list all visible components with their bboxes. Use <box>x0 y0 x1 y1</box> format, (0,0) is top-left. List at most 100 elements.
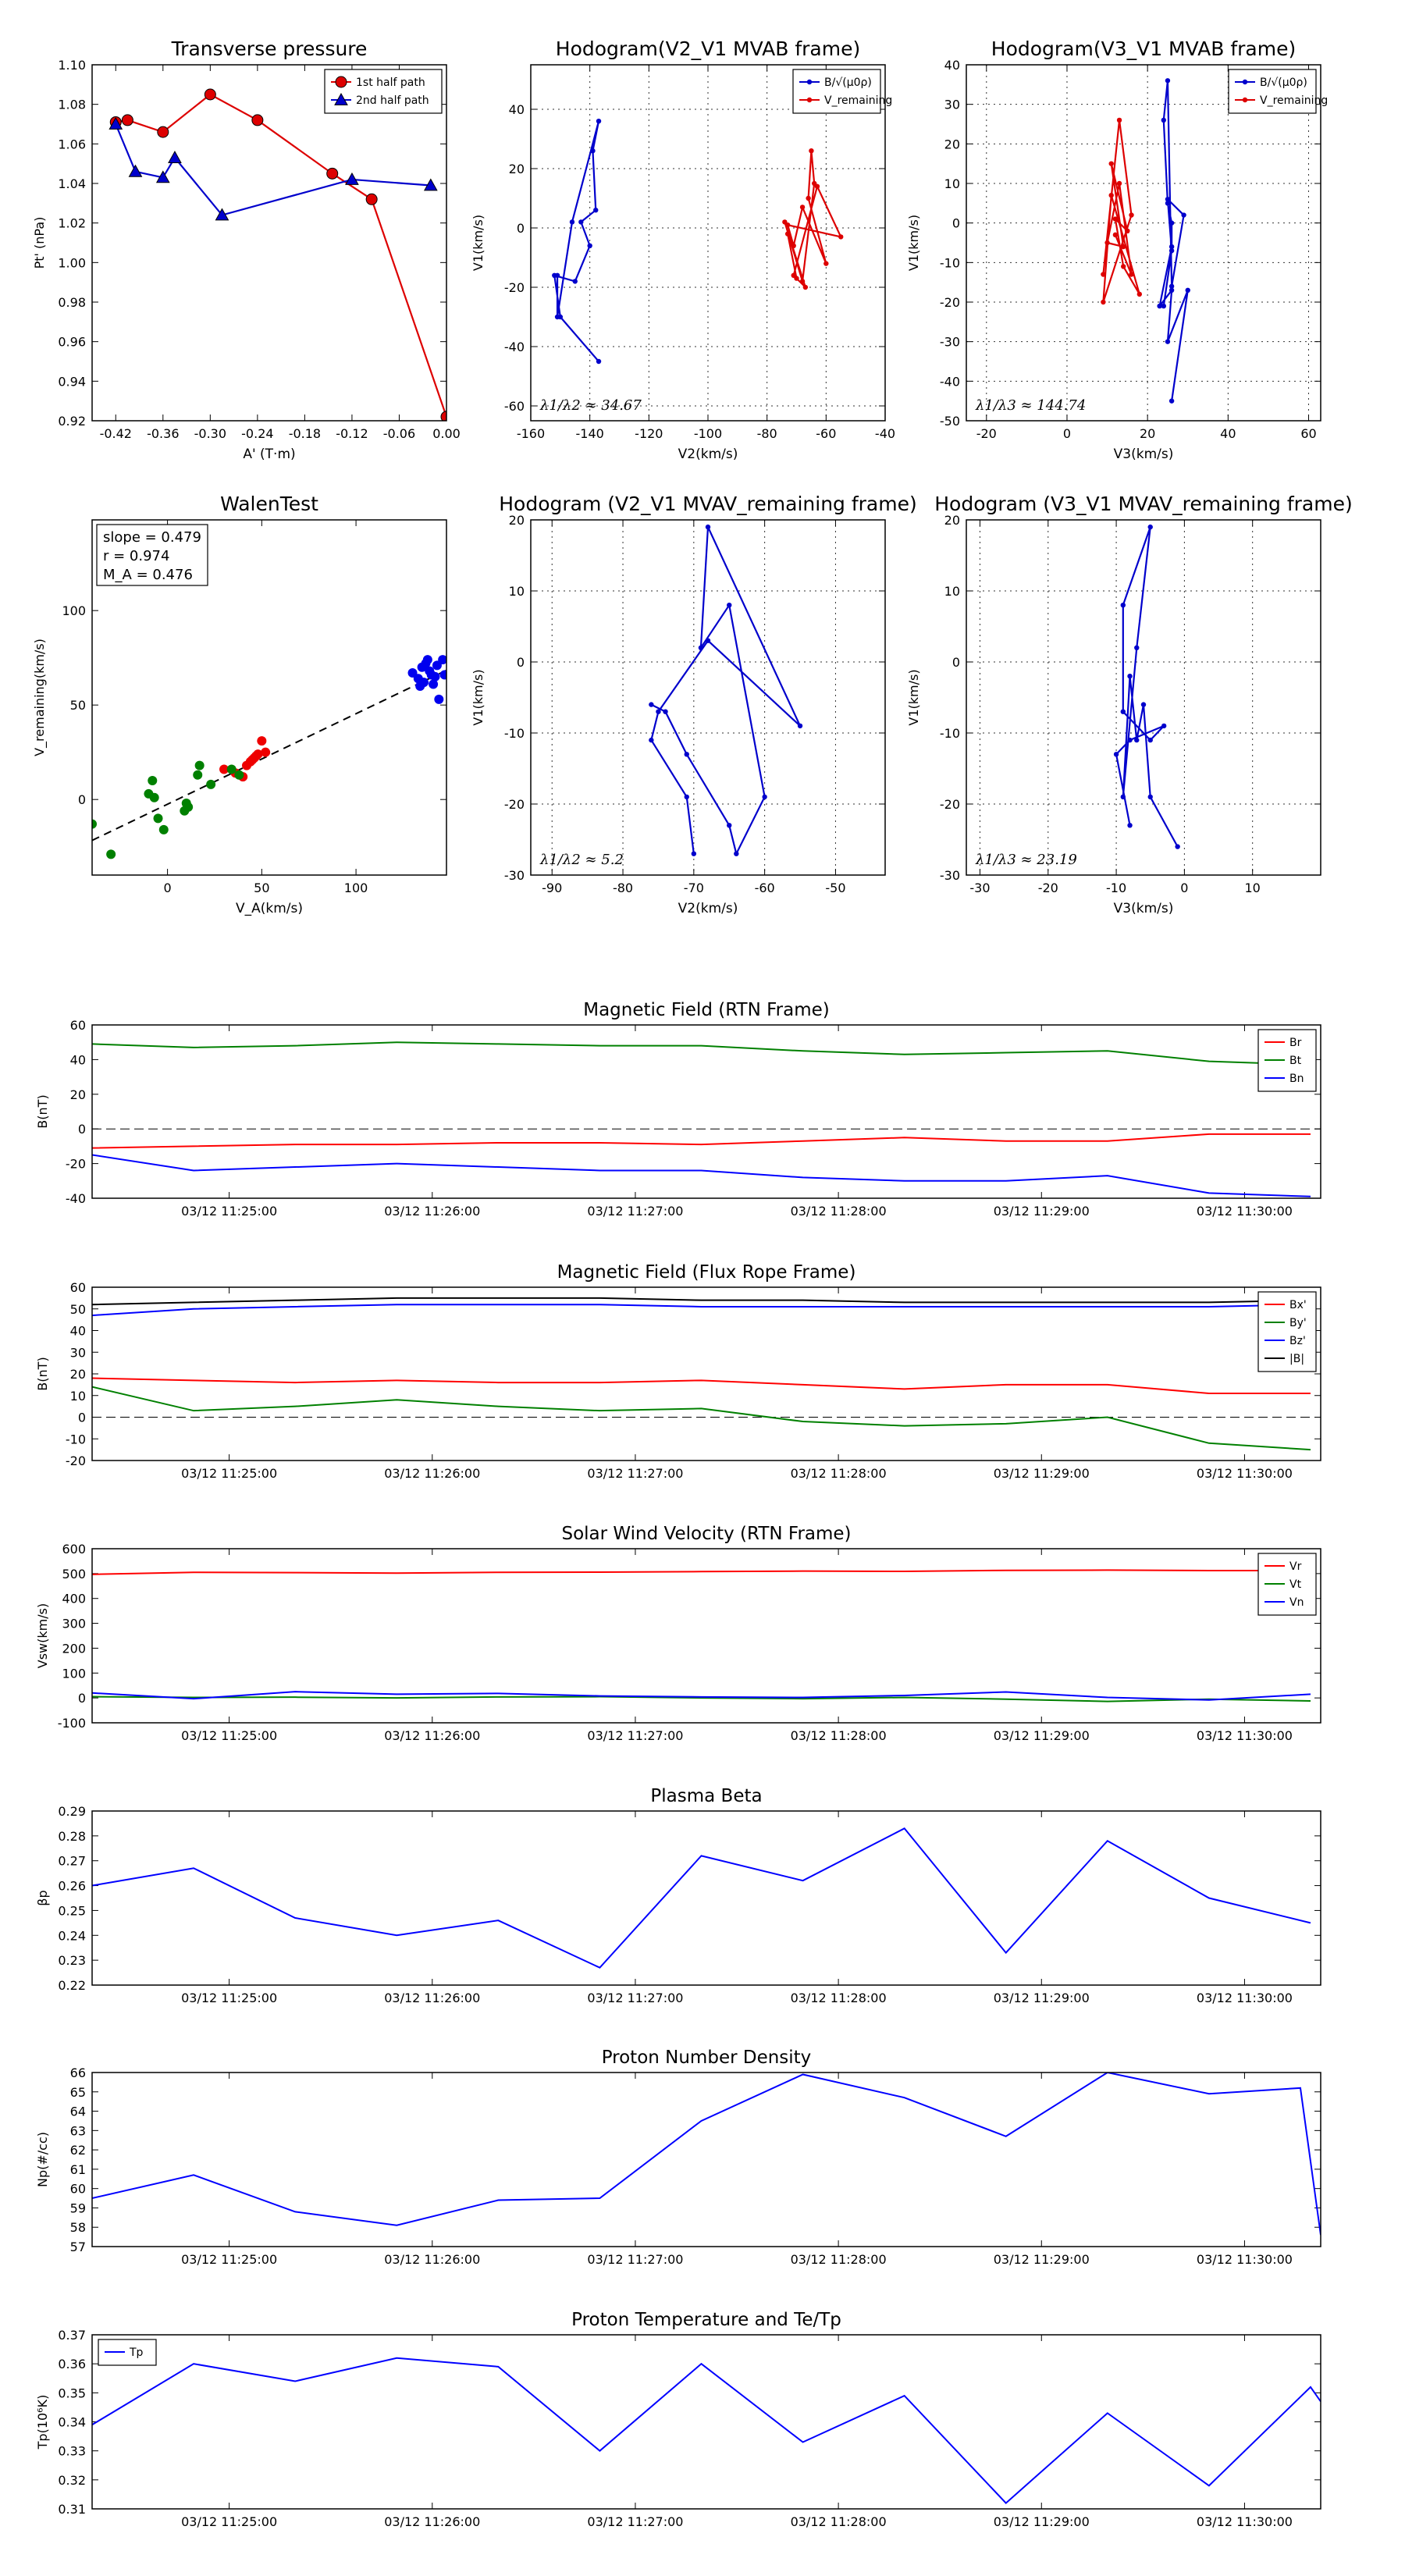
chart-title: Hodogram (V3_V1 MVAV_remaining frame) <box>934 493 1353 515</box>
y-tick-label: 50 <box>70 698 86 713</box>
y-tick-label: -10 <box>940 726 960 741</box>
y-tick-label: 1.10 <box>58 58 86 73</box>
y-tick-label: -20 <box>504 797 525 812</box>
x-tick-label: -20 <box>976 426 997 441</box>
scatter-point-green <box>106 849 116 859</box>
data-point-series <box>762 794 767 800</box>
data-point-series <box>663 709 668 714</box>
data-point-1st-half-path <box>251 114 264 126</box>
data-point-v-remaining <box>1112 216 1119 222</box>
x-tick-label: 20 <box>1140 426 1155 441</box>
data-point-series <box>1120 603 1126 608</box>
x-tick-label: -80 <box>613 881 633 895</box>
data-point-series <box>1175 844 1180 849</box>
x-tick-label: 50 <box>254 881 269 895</box>
y-tick-label: -10 <box>940 255 960 270</box>
x-axis-label: V3(km/s) <box>1114 901 1174 916</box>
series-line-bt <box>92 1041 1311 1066</box>
x-tick-label: 03/12 11:25:00 <box>181 2514 277 2529</box>
y-tick-label: 40 <box>509 102 525 117</box>
series-line-series <box>1115 526 1179 848</box>
x-tick-label: 03/12 11:29:00 <box>994 2252 1090 2267</box>
plot-frame <box>91 1024 1321 1199</box>
proton-temperature-chart: Proton Temperature and Te/Tp 03/12 11:25:… <box>35 2310 1321 2529</box>
x-tick-label: 03/12 11:30:00 <box>1197 2514 1293 2529</box>
data-point-b-0- <box>1168 247 1175 254</box>
legend-label: B/√(μ0ρ) <box>824 76 872 89</box>
data-point-series <box>1127 823 1133 828</box>
plot-frame <box>530 519 886 876</box>
y-tick-label: 20 <box>944 513 960 528</box>
y-tick-label: 30 <box>70 1345 86 1360</box>
y-tick-label: -20 <box>66 1453 86 1468</box>
data-point-series <box>649 737 654 743</box>
data-point-series <box>727 603 732 608</box>
legend-label: Bz' <box>1289 1335 1306 1347</box>
plot-frame <box>966 64 1321 422</box>
chart-title: Hodogram(V3_V1 MVAB frame) <box>991 37 1296 60</box>
legend: 1st half path 2nd half path <box>324 69 443 114</box>
scatter-point-blue <box>415 681 425 691</box>
data-point-v-remaining <box>799 205 806 210</box>
data-point-b-0- <box>1185 287 1190 293</box>
data-point-v-remaining <box>806 195 811 201</box>
x-tick-label: 40 <box>1220 426 1236 441</box>
data-point-v-remaining <box>1125 228 1130 233</box>
y-tick-label: 60 <box>70 1280 86 1295</box>
y-tick-label: 57 <box>70 2240 86 2254</box>
data-point-series <box>1147 737 1153 743</box>
y-tick-label: 0.31 <box>58 2502 86 2517</box>
y-tick-label: 0 <box>517 221 525 236</box>
series-line--b- <box>92 1297 1311 1306</box>
y-tick-label: 10 <box>944 584 960 599</box>
x-tick-label: 0 <box>164 881 172 895</box>
data-point-v-remaining <box>823 261 829 266</box>
plot-frame <box>91 519 447 876</box>
chart-title: Plasma Beta <box>650 1786 762 1806</box>
data-point-series <box>684 794 689 800</box>
y-tick-label: 0.23 <box>58 1953 86 1968</box>
data-point-b-0- <box>554 314 560 320</box>
y-tick-label: 100 <box>62 1666 86 1681</box>
series-line-b-0- <box>1158 80 1189 401</box>
y-tick-label: 1.04 <box>58 176 86 191</box>
y-axis-label: V1(km/s) <box>471 215 486 271</box>
data-point-2nd-half-path <box>128 164 143 177</box>
data-point-v-remaining <box>1116 117 1122 123</box>
legend-label: Vr <box>1289 1560 1302 1573</box>
y-tick-label: -20 <box>66 1157 86 1172</box>
x-tick-label: 03/12 11:26:00 <box>384 1466 480 1481</box>
x-tick-label: 0 <box>1063 426 1071 441</box>
legend-label: B/√(μ0ρ) <box>1260 76 1307 89</box>
x-tick-label: 10 <box>1245 881 1261 895</box>
scatter-point-green <box>226 764 237 774</box>
legend-marker <box>806 79 813 85</box>
y-axis-label: V_remaining(km/s) <box>32 639 48 756</box>
chart-title: Proton Number Density <box>602 2048 812 2068</box>
y-tick-label: 0 <box>78 1122 86 1137</box>
x-tick-label: 03/12 11:28:00 <box>791 1991 887 2005</box>
x-tick-label: 03/12 11:28:00 <box>791 2252 887 2267</box>
chart-title: Magnetic Field (Flux Rope Frame) <box>557 1262 856 1283</box>
data-point-series <box>649 702 654 707</box>
y-tick-label: 50 <box>70 1302 86 1317</box>
plot-frame <box>91 2072 1321 2247</box>
x-tick-label: 03/12 11:30:00 <box>1197 1991 1293 2005</box>
y-tick-label: 0.29 <box>58 1804 86 1819</box>
legend-marker <box>1242 79 1248 85</box>
y-tick-label: 0.28 <box>58 1829 86 1844</box>
data-point-b-0- <box>596 358 602 365</box>
y-tick-label: 58 <box>70 2220 86 2235</box>
data-point-v-remaining <box>814 183 820 189</box>
plot-frame <box>91 1286 1321 1461</box>
x-tick-label: 03/12 11:29:00 <box>994 2514 1090 2529</box>
y-tick-label: 0 <box>952 655 960 670</box>
fit-stat-line: M_A = 0.476 <box>103 567 193 583</box>
data-point-v-remaining <box>1108 193 1114 198</box>
y-tick-label: 0.96 <box>58 335 86 350</box>
y-tick-label: 40 <box>944 58 960 73</box>
x-tick-label: -60 <box>755 881 775 895</box>
data-point-v-remaining <box>784 222 791 228</box>
data-point-1st-half-path <box>326 167 339 180</box>
x-tick-label: -0.18 <box>289 426 321 441</box>
